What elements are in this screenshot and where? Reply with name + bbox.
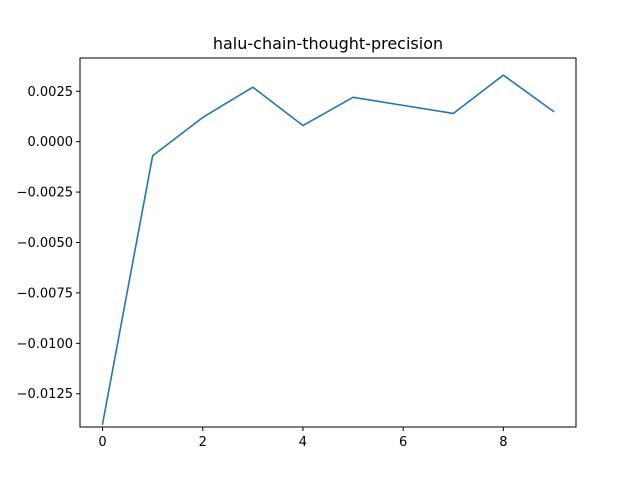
plot-area-frame bbox=[79, 57, 577, 428]
chart-title: halu-chain-thought-precision bbox=[213, 34, 443, 53]
y-tick-label: −0.0100 bbox=[17, 337, 73, 352]
y-tick-label: −0.0025 bbox=[17, 186, 73, 201]
x-tick-label: 6 bbox=[399, 435, 407, 450]
y-axis-ticks: 0.0025 0.0000 −0.0025 −0.0050 −0.0075 −0.0100… bbox=[17, 85, 80, 402]
y-tick-label: 0.0025 bbox=[28, 85, 74, 100]
y-tick-label: −0.0075 bbox=[17, 286, 73, 301]
x-tick-label: 8 bbox=[499, 435, 507, 450]
series-layer bbox=[101, 74, 555, 425]
y-tick-label: −0.0050 bbox=[17, 236, 73, 251]
x-axis-ticks: 0 2 4 6 8 bbox=[98, 427, 507, 450]
y-tick-label: −0.0125 bbox=[17, 387, 73, 402]
x-tick-label: 4 bbox=[299, 435, 307, 450]
y-tick-label: 0.0000 bbox=[28, 135, 74, 150]
x-tick-label: 2 bbox=[199, 435, 207, 450]
x-tick-label: 0 bbox=[98, 435, 106, 450]
series-line bbox=[101, 74, 555, 425]
